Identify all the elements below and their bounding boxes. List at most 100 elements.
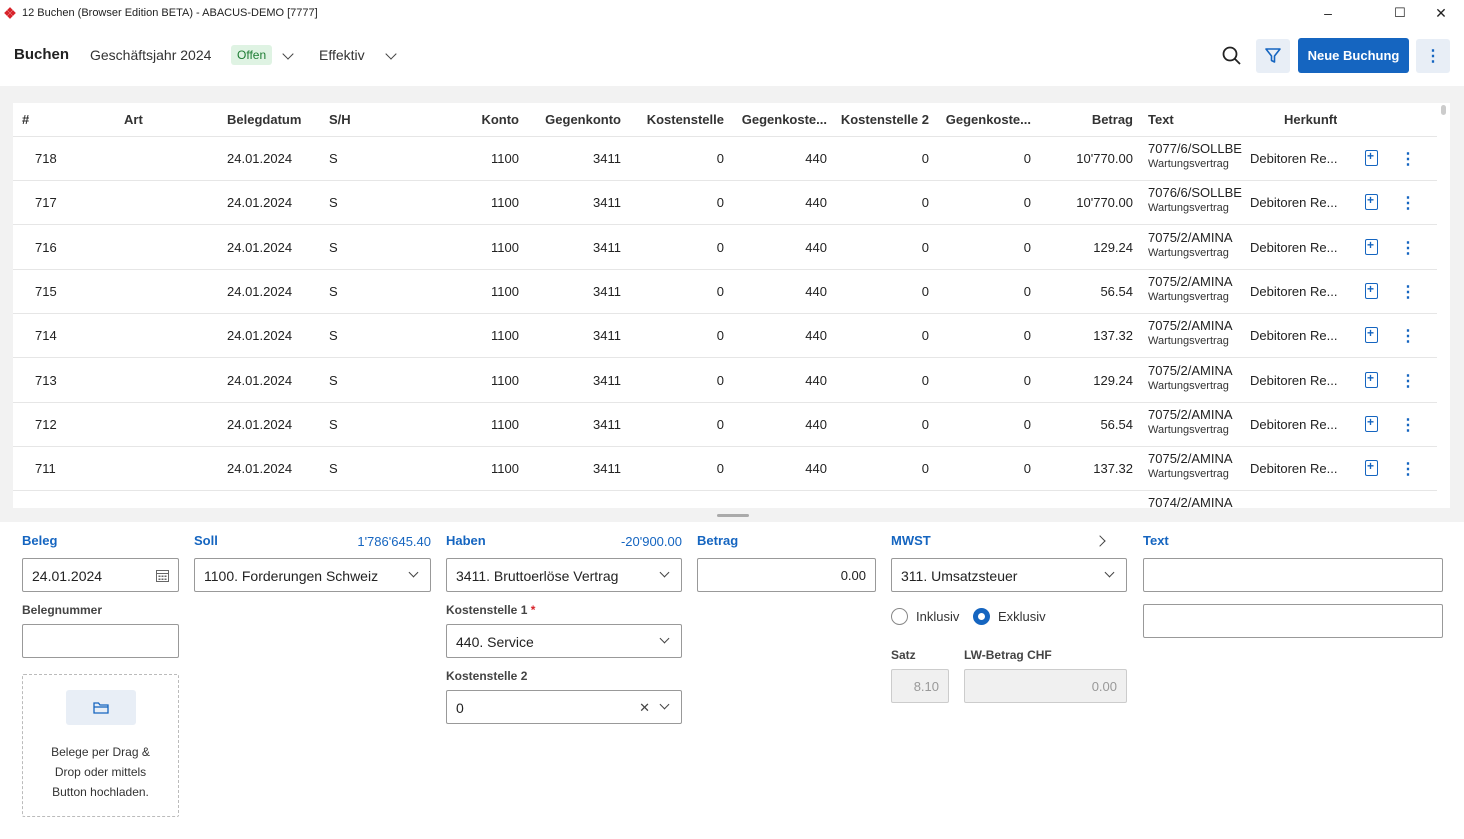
belegdatum-field[interactable]: 24.01.2024 [22,558,179,592]
clear-icon[interactable]: ✕ [639,700,650,715]
haben-account-select[interactable]: 3411. Bruttoerlöse Vertrag [446,558,682,592]
mode-chevron-down-icon[interactable] [385,48,397,60]
cell-text-line1: 7075/2/AMINA [1148,452,1233,467]
maximize-button[interactable]: ☐ [1394,5,1406,20]
mwst-code-value: 311. Umsatzsteuer [901,568,1018,584]
soll-account-select[interactable]: 1100. Forderungen Schweiz [194,558,431,592]
column-header-betrag[interactable]: Betrag [1091,112,1133,127]
cell-gegenkonto: 3411 [593,461,621,477]
cell-gkst2: 0 [1023,195,1031,211]
add-document-icon[interactable] [1365,326,1378,344]
table-row[interactable]: 716 24.01.2024 S 1100 3411 0 440 0 0 129.24 7075/2… [13,226,1437,270]
cell-betrag: 10'770.00 [1076,195,1133,211]
row-menu-icon[interactable]: ⋮ [1400,195,1416,213]
upload-instructions: Belege per Drag & Drop oder mittels Butt… [23,742,178,802]
cell-herkunft: Debitoren Re... [1250,328,1338,344]
kostenstelle-2-select[interactable]: 0 ✕ [446,690,682,724]
column-header-gegenkostenstelle[interactable]: Gegenkoste... [741,112,827,127]
column-header-konto[interactable]: Konto [481,112,519,127]
cell-herkunft: Debitoren Re... [1250,416,1338,432]
search-icon[interactable] [1218,42,1246,70]
more-options-icon[interactable]: ⋮ [1416,39,1450,73]
add-document-icon[interactable] [1365,459,1378,477]
table-row[interactable]: 713 24.01.2024 S 1100 3411 0 440 0 0 129.24 7075/2… [13,359,1437,403]
row-menu-icon[interactable]: ⋮ [1400,372,1416,390]
table-row[interactable]: 714 24.01.2024 S 1100 3411 0 440 0 0 137.32 7075/2… [13,314,1437,359]
add-document-icon[interactable] [1365,193,1378,211]
column-header-text[interactable]: Text [1148,112,1174,127]
status-badge: Offen [231,45,273,65]
cell-gkst: 440 [805,372,827,388]
exklusiv-radio[interactable] [973,608,990,625]
mwst-expand-chevron-right-icon[interactable] [1094,535,1106,547]
kostenstelle-1-label-text: Kostenstelle 1 [446,603,528,617]
row-menu-icon[interactable]: ⋮ [1400,151,1416,168]
row-menu-icon[interactable]: ⋮ [1400,283,1416,301]
window-title: 12 Buchen (Browser Edition BETA) - ABACU… [22,7,318,19]
column-header-belegdatum[interactable]: Belegdatum [227,112,302,127]
table-row[interactable]: 7074/2/AMINA [13,491,1437,508]
text-input-1[interactable] [1143,558,1443,592]
upload-button[interactable] [66,690,136,725]
exklusiv-label[interactable]: Exklusiv [998,609,1046,624]
betrag-input[interactable]: 0.00 [697,558,876,592]
cell-konto: 1100 [491,416,519,432]
add-document-icon[interactable] [1365,415,1378,432]
table-row[interactable]: 712 24.01.2024 S 1100 3411 0 440 0 0 56.54 7075/2/… [13,403,1437,447]
column-header-kostenstelle[interactable]: Kostenstelle [646,112,724,127]
minimize-button[interactable]: – [1324,5,1332,21]
cell-text-line1: 7077/6/SOLLBE [1148,142,1242,156]
row-menu-icon[interactable]: ⋮ [1400,239,1416,257]
cell-nr: 715 [35,283,57,299]
mode-selector[interactable]: Effektiv [319,47,365,63]
column-header-gegenkostenstelle-2[interactable]: Gegenkoste... [945,112,1031,127]
table-row[interactable]: 711 24.01.2024 S 1100 3411 0 440 0 0 137.32 7075/2… [13,447,1437,492]
mwst-code-select[interactable]: 311. Umsatzsteuer [891,558,1127,592]
cell-herkunft: Debitoren Re... [1250,461,1338,477]
required-marker: * [530,603,536,617]
inklusiv-radio[interactable] [891,608,908,625]
panel-resize-handle[interactable] [717,514,749,517]
cell-kst2: 0 [921,151,929,166]
table-row[interactable]: 717 24.01.2024 S 1100 3411 0 440 0 0 10'770.00 707… [13,181,1437,226]
column-header-herkunft[interactable]: Herkunft [1284,112,1338,127]
filter-button[interactable] [1256,39,1290,73]
page-title: Buchen [14,46,70,63]
table-row[interactable]: 715 24.01.2024 S 1100 3411 0 440 0 0 56.54 7075/2/… [13,270,1437,314]
column-header-kostenstelle-2[interactable]: Kostenstelle 2 [840,112,929,127]
row-menu-icon[interactable]: ⋮ [1400,328,1416,346]
document-upload-dropzone[interactable]: Belege per Drag & Drop oder mittels Butt… [22,674,179,817]
column-header-gegenkonto[interactable]: Gegenkonto [545,112,621,127]
cell-kst: 0 [716,328,724,344]
add-document-icon[interactable] [1365,371,1378,388]
satz-label: Satz [891,648,916,662]
cell-konto: 1100 [491,195,519,211]
cell-nr: 718 [35,151,57,166]
row-menu-icon[interactable]: ⋮ [1400,416,1416,434]
window-titlebar: 12 Buchen (Browser Edition BETA) - ABACU… [0,0,1464,26]
calendar-icon[interactable] [156,569,169,582]
cell-kst2: 0 [921,328,929,344]
satz-value: 8.10 [913,679,939,694]
cell-konto: 1100 [491,239,519,255]
belegnummer-field[interactable] [22,624,179,658]
row-menu-icon[interactable]: ⋮ [1400,461,1416,479]
add-document-icon[interactable] [1365,149,1378,166]
fiscal-year-chevron-down-icon[interactable] [282,48,294,60]
column-header-art[interactable]: Art [124,112,143,127]
inklusiv-label[interactable]: Inklusiv [916,609,960,624]
table-row[interactable]: 718 24.01.2024 S 1100 3411 0 440 0 0 10'770.00 707… [13,137,1437,181]
fiscal-year-label[interactable]: Geschäftsjahr 2024 [90,47,212,63]
column-header-sh[interactable]: S/H [329,112,351,127]
add-document-icon[interactable] [1365,238,1378,255]
cell-kst: 0 [716,283,724,299]
add-document-icon[interactable] [1365,282,1378,299]
cell-nr: 712 [35,416,57,432]
column-header-nr[interactable]: # [22,112,30,127]
new-booking-button[interactable]: Neue Buchung [1298,38,1409,73]
cell-nr: 714 [35,328,57,344]
close-button[interactable]: ✕ [1435,4,1447,21]
kostenstelle-1-select[interactable]: 440. Service [446,624,682,658]
table-scrollbar[interactable] [1441,105,1446,115]
text-input-2[interactable] [1143,604,1443,638]
